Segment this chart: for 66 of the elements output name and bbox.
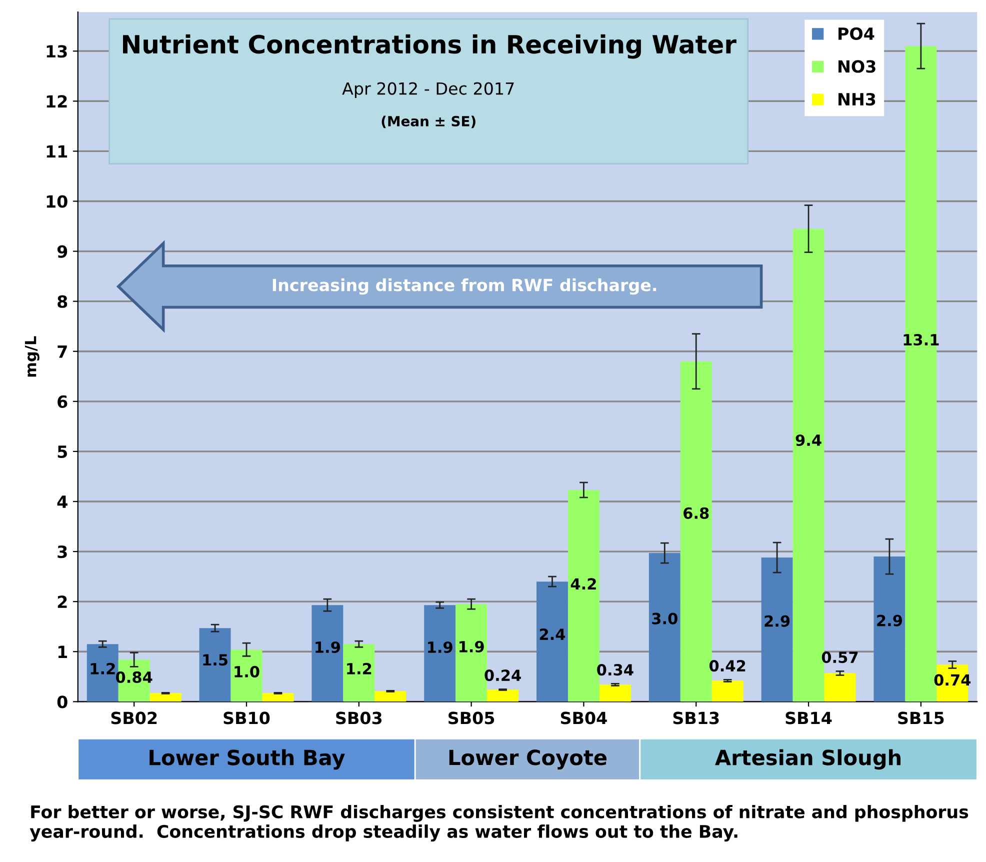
data-label: 4.2	[570, 578, 596, 590]
data-label: 2.4	[540, 628, 566, 640]
x-tick-label: SB05	[448, 712, 494, 724]
bar	[262, 693, 294, 702]
bar	[648, 553, 680, 702]
bar	[487, 690, 519, 702]
y-tick-label: 0	[57, 696, 68, 708]
data-label: 1.0	[234, 666, 260, 678]
x-tick-label: SB15	[898, 712, 944, 724]
text: Lower Coyote	[449, 750, 607, 770]
y-tick-label: 8	[58, 295, 68, 308]
data-label: 3.0	[652, 612, 678, 624]
y-tick-label: 10	[46, 195, 68, 208]
bar	[874, 556, 906, 702]
y-tick-label: 6	[58, 395, 68, 408]
data-label: 1.9	[460, 640, 484, 652]
bar	[599, 684, 631, 702]
x-tick-label: SB13	[673, 712, 719, 724]
bar	[374, 691, 406, 702]
data-label: 9.4	[796, 434, 822, 446]
data-label: 1.5	[203, 654, 228, 666]
bar	[199, 628, 231, 702]
data-label: 1.9	[316, 641, 340, 653]
x-tick-label: SB14	[786, 712, 832, 724]
text: For better or worse, SJ-SC RWF discharges consistent concentrations of nitrate and phosphorus year-round. Concentrations drop steadily as water flows out to the Bay.	[30, 804, 968, 842]
x-tick-label: SB04	[560, 712, 607, 724]
bar	[424, 605, 456, 702]
bar	[761, 558, 793, 702]
data-label: 1.2	[347, 662, 372, 674]
legend-label: PO4	[838, 27, 874, 40]
y-tick-label: 11	[46, 145, 68, 158]
annotation: (Mean ± SE)	[382, 116, 476, 128]
bar	[312, 605, 344, 702]
x-tick-label: SB03	[336, 712, 382, 724]
y-tick-label: 5	[58, 446, 68, 458]
data-label: 1.9	[428, 641, 452, 653]
y-tick-label: 12	[46, 95, 67, 108]
bar	[343, 644, 375, 702]
annotation: Increasing distance from RWF discharge.	[272, 278, 656, 295]
text: Apr 2012 - Dec 2017	[342, 82, 514, 98]
legend-label: NH3	[838, 92, 876, 106]
data-label: 13.1	[904, 334, 939, 346]
bar	[824, 673, 856, 702]
data-label: 6.8	[684, 507, 709, 519]
y-tick-label: 1	[58, 646, 68, 658]
y-tick-label: 13	[46, 45, 67, 58]
text: Nutrient Concentrations in Receiving Water	[123, 34, 736, 59]
data-label: 1.2	[90, 662, 115, 674]
y-axis-title: mg/L	[24, 336, 40, 377]
y-tick-label: 2	[58, 596, 67, 608]
y-tick-label: 9	[57, 245, 68, 258]
text: Artesian Slough	[715, 749, 900, 770]
x-tick-label: SB02	[111, 712, 157, 724]
bar	[150, 693, 182, 702]
text: Lower South Bay	[150, 749, 345, 770]
x-tick-label: SB10	[224, 712, 270, 724]
data-label: 2.9	[877, 614, 902, 626]
y-tick-label: 3	[58, 546, 67, 558]
y-tick-label: 4	[57, 496, 68, 508]
bar	[712, 680, 744, 702]
bar	[230, 650, 262, 702]
data-label: 0.84	[116, 671, 152, 683]
bar	[536, 582, 568, 702]
data-label: 2.9	[764, 615, 790, 627]
y-tick-label: 7	[58, 346, 67, 358]
legend-label: NO3	[838, 60, 876, 73]
